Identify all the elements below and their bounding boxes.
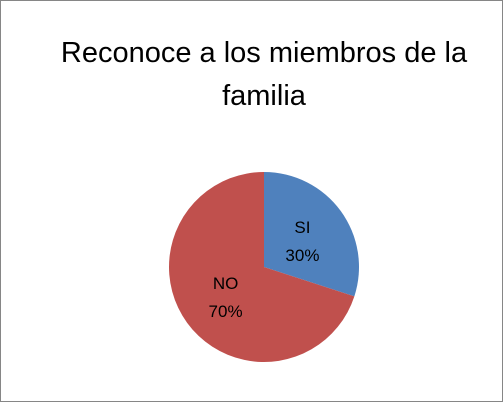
pie-slice	[264, 172, 359, 297]
chart-title: Reconoce a los miembros de la familia	[61, 37, 468, 112]
slice-category-label: SI	[294, 218, 310, 237]
slice-category-label: NO	[213, 274, 239, 293]
slice-value-label: 30%	[285, 246, 319, 265]
slice-value-label: 70%	[209, 302, 243, 321]
pie-slice	[169, 172, 355, 362]
